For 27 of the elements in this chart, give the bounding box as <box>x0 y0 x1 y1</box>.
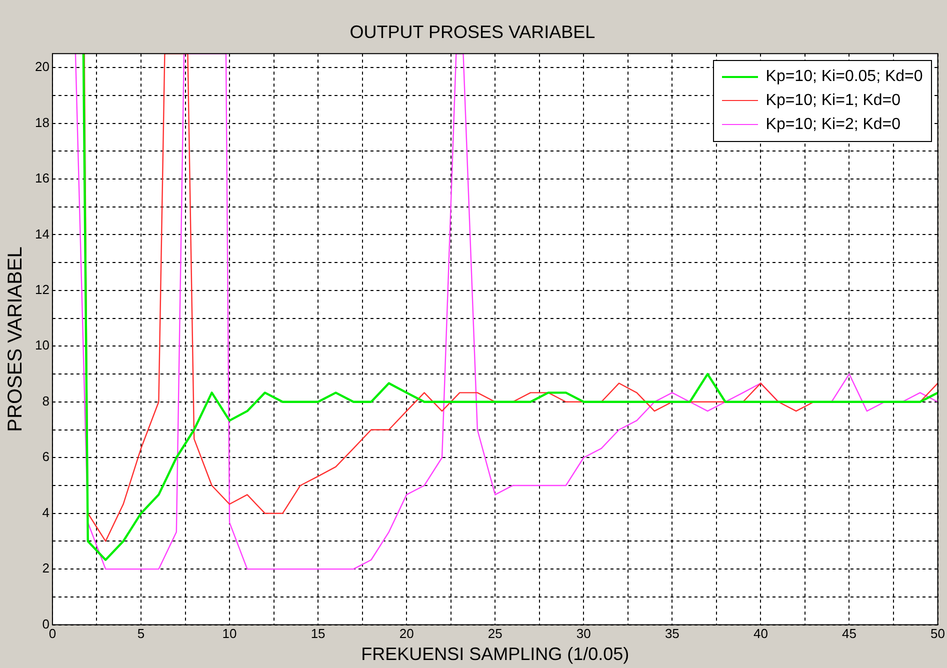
x-tick-label: 45 <box>842 626 856 642</box>
y-tick-label: 6 <box>42 449 50 464</box>
legend-label: Kp=10; Ki=1; Kd=0 <box>766 92 901 110</box>
y-tick-label: 10 <box>34 338 50 353</box>
y-tick-label: 4 <box>42 504 50 520</box>
x-tick-label: 40 <box>753 626 768 642</box>
x-tick-label: 50 <box>930 626 946 642</box>
y-tick-label: 18 <box>34 114 50 130</box>
y-tick-label: 12 <box>34 282 50 298</box>
x-axis-title: FREKUENSI SAMPLING (1/0.05) <box>361 644 630 664</box>
y-tick-label: 20 <box>34 59 50 74</box>
x-tick-label: 35 <box>664 626 680 642</box>
chart-title: OUTPUT PROSES VARIABEL <box>350 22 596 42</box>
y-tick-label: 2 <box>42 560 50 576</box>
y-tick-label: 14 <box>34 226 50 242</box>
x-tick-label: 30 <box>576 626 591 642</box>
x-tick-label: 25 <box>488 626 502 642</box>
x-tick-label: 20 <box>399 626 414 642</box>
x-tick-label: 10 <box>222 626 237 642</box>
x-tick-label: 15 <box>310 626 326 642</box>
y-tick-label: 0 <box>42 616 50 632</box>
legend-label: Kp=10; Ki=0.05; Kd=0 <box>766 68 923 86</box>
x-tick-label: 5 <box>137 626 145 642</box>
y-tick-label: 8 <box>42 393 50 408</box>
legend-label: Kp=10; Ki=2; Kd=0 <box>766 116 901 134</box>
y-tick-label: 16 <box>34 170 50 186</box>
y-axis-title: PROSES VARIABEL <box>4 246 27 432</box>
